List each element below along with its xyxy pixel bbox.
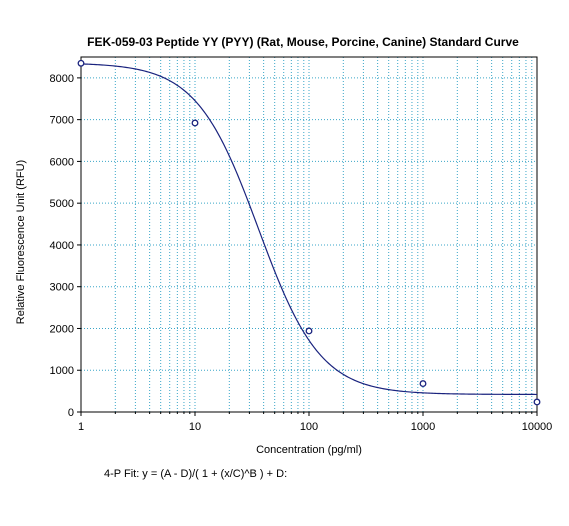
y-tick-label: 1000 bbox=[50, 365, 74, 377]
grid-lines bbox=[81, 57, 537, 412]
data-point bbox=[419, 380, 427, 388]
y-tick-label: 2000 bbox=[50, 323, 74, 335]
data-point bbox=[533, 398, 541, 406]
x-tick-label: 1000 bbox=[411, 421, 435, 433]
y-tick-label: 5000 bbox=[50, 198, 74, 210]
y-tick-label: 6000 bbox=[50, 156, 74, 168]
x-tick-label: 100 bbox=[300, 421, 318, 433]
y-tick-label: 0 bbox=[68, 407, 74, 419]
fit-equation: 4-P Fit: y = (A - D)/( 1 + (x/C)^B ) + D… bbox=[104, 468, 287, 480]
y-axis-ticks: 0 1000 2000 3000 4000 5000 6000 7000 8000 bbox=[50, 73, 81, 419]
y-tick-label: 7000 bbox=[50, 115, 74, 127]
y-tick-label: 4000 bbox=[50, 240, 74, 252]
data-points bbox=[77, 59, 541, 406]
y-axis-label: Relative Fluorescence Unit (RFU) bbox=[15, 160, 27, 324]
x-tick-label: 10000 bbox=[522, 421, 553, 433]
y-tick-label: 3000 bbox=[50, 282, 74, 294]
x-axis-label: Concentration (pg/ml) bbox=[256, 444, 362, 456]
fit-curve bbox=[80, 63, 537, 396]
x-tick-label: 1 bbox=[78, 421, 84, 433]
data-point bbox=[191, 119, 199, 127]
x-tick-label: 10 bbox=[189, 421, 201, 433]
y-tick-label: 8000 bbox=[50, 73, 74, 85]
x-axis-ticks: 1 10 100 1000 10000 bbox=[78, 412, 552, 433]
data-point bbox=[305, 327, 313, 335]
data-point bbox=[77, 59, 85, 67]
chart-title: FEK-059-03 Peptide YY (PYY) (Rat, Mouse,… bbox=[87, 35, 519, 49]
